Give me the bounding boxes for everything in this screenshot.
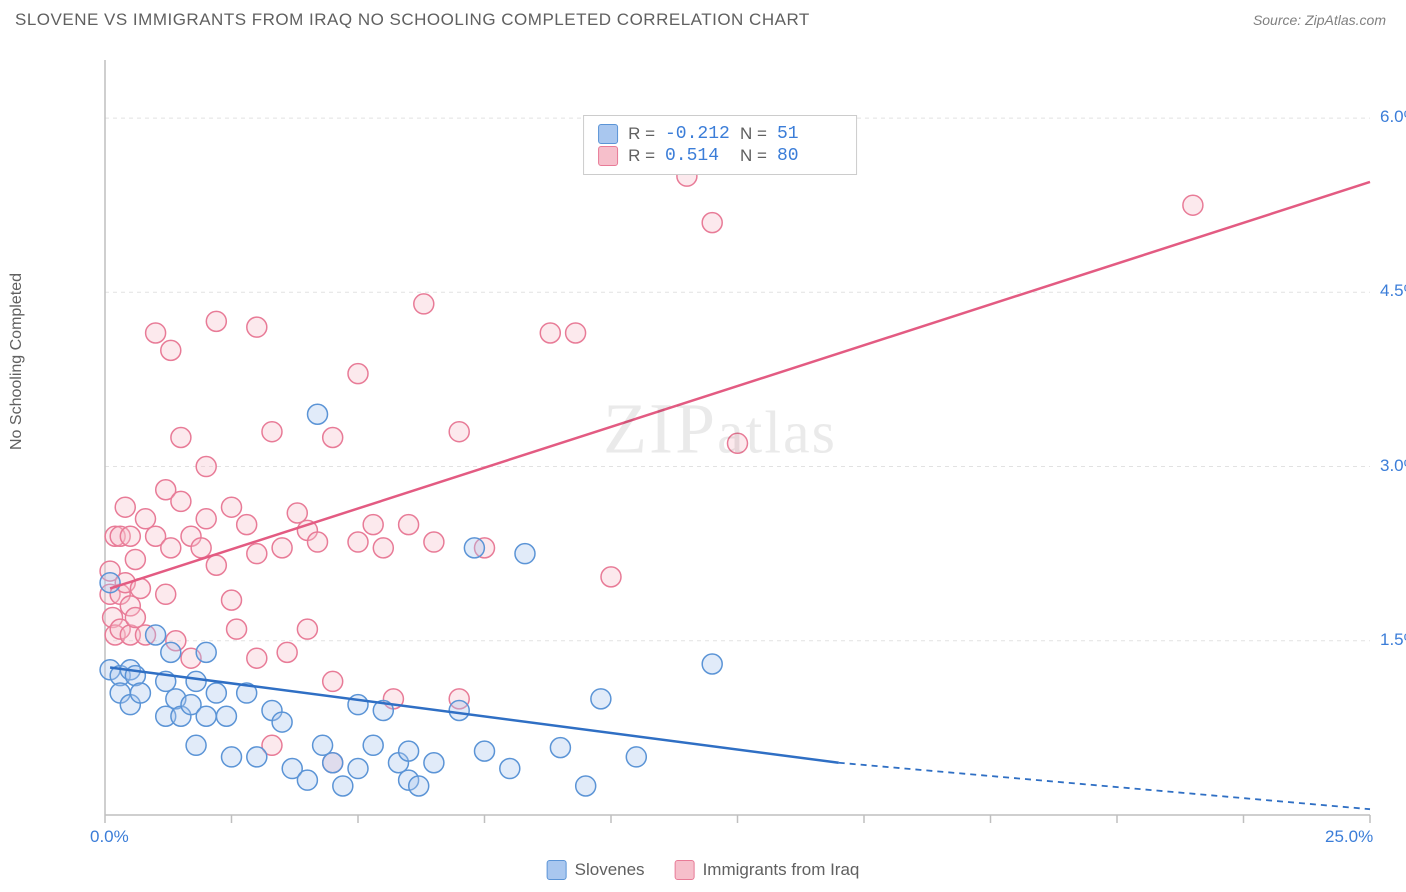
n-value-slovenes: 51 [777, 124, 842, 144]
swatch-iraq [598, 146, 618, 166]
axis-tick-label: 3.0% [1380, 456, 1406, 476]
axis-tick-label: 6.0% [1380, 107, 1406, 127]
source-link[interactable]: ZipAtlas.com [1305, 12, 1386, 28]
series-legend: Slovenes Immigrants from Iraq [547, 860, 860, 880]
legend-row-slovenes: R = -0.212 N = 51 [598, 124, 842, 144]
chart-header: SLOVENE VS IMMIGRANTS FROM IRAQ NO SCHOO… [0, 0, 1406, 35]
source-prefix: Source: [1253, 12, 1305, 28]
n-label: N = [740, 124, 767, 144]
chart-title: SLOVENE VS IMMIGRANTS FROM IRAQ NO SCHOO… [15, 10, 810, 30]
axis-tick-label: 4.5% [1380, 281, 1406, 301]
axis-tick-label: 1.5% [1380, 630, 1406, 650]
r-value-slovenes: -0.212 [665, 124, 730, 144]
y-axis-label: No Schooling Completed [8, 273, 26, 450]
swatch-slovenes-bottom [547, 860, 567, 880]
n-label-2: N = [740, 146, 767, 166]
axis-tick-label: 25.0% [1325, 827, 1373, 847]
r-label: R = [628, 124, 655, 144]
chart-area: ZIPatlas R = -0.212 N = 51 R = 0.514 N =… [50, 55, 1390, 835]
r-label-2: R = [628, 146, 655, 166]
axis-tick-label: 0.0% [90, 827, 129, 847]
n-value-iraq: 80 [777, 146, 842, 166]
r-value-iraq: 0.514 [665, 146, 730, 166]
legend-item-slovenes: Slovenes [547, 860, 645, 880]
legend-item-iraq: Immigrants from Iraq [675, 860, 860, 880]
correlation-legend: R = -0.212 N = 51 R = 0.514 N = 80 [583, 115, 857, 175]
source-attribution: Source: ZipAtlas.com [1253, 12, 1386, 28]
swatch-slovenes [598, 124, 618, 144]
legend-label-slovenes: Slovenes [575, 860, 645, 880]
legend-label-iraq: Immigrants from Iraq [703, 860, 860, 880]
legend-row-iraq: R = 0.514 N = 80 [598, 146, 842, 166]
swatch-iraq-bottom [675, 860, 695, 880]
